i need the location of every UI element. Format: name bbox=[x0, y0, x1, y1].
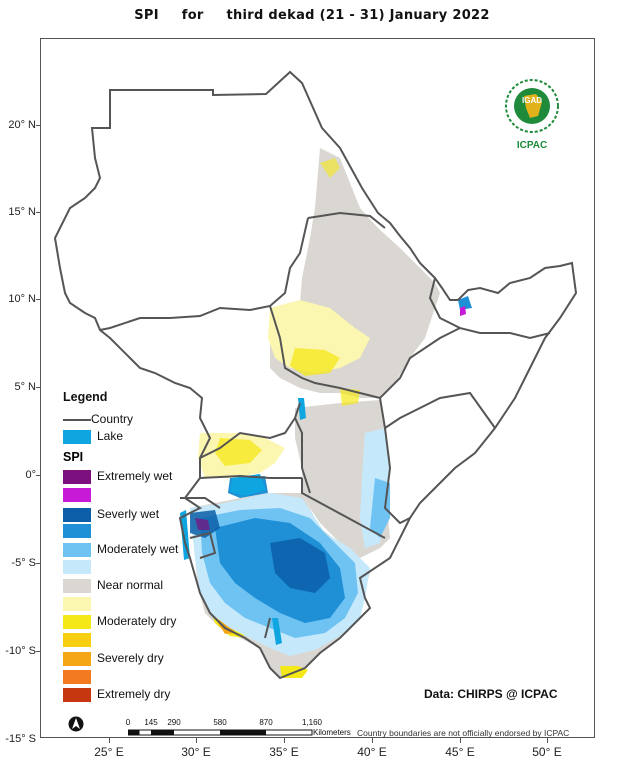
lon-label-30e: 30° E bbox=[181, 745, 211, 759]
swatch-slightly-wet bbox=[63, 560, 91, 574]
spi-map bbox=[53, 70, 578, 680]
lon-tick bbox=[372, 738, 373, 743]
lat-tick bbox=[36, 125, 41, 126]
scale-label: 145 bbox=[144, 718, 158, 727]
lat-tick bbox=[36, 651, 41, 652]
scale-label: 0 bbox=[125, 718, 131, 727]
scale-label: 580 bbox=[213, 718, 227, 727]
lat-tick bbox=[36, 212, 41, 213]
lon-tick bbox=[547, 738, 548, 743]
country-line-swatch bbox=[63, 419, 91, 421]
igad-emblem-icon bbox=[505, 79, 559, 133]
class-label: Severly wet bbox=[97, 507, 160, 521]
lat-tick bbox=[36, 563, 41, 564]
legend-title: Legend bbox=[63, 390, 108, 404]
lat-tick bbox=[36, 387, 41, 388]
class-label: Extremely wet bbox=[97, 469, 173, 483]
legend-lake-label: Lake bbox=[97, 429, 124, 443]
lat-label-15s: -15° S bbox=[5, 733, 36, 745]
title-word-3: third dekad (21 - 31) January 2022 bbox=[226, 8, 490, 23]
lat-label-10n: 10° N bbox=[8, 293, 36, 305]
lat-tick bbox=[36, 299, 41, 300]
logo-bottom-text: ICPAC bbox=[516, 140, 548, 151]
title-word-1: SPI bbox=[134, 8, 159, 23]
lon-label-45e: 45° E bbox=[445, 745, 475, 759]
lat-label-0: 0° bbox=[25, 469, 36, 481]
class-label: Severely dry bbox=[97, 651, 164, 665]
data-credit: Data: CHIRPS @ ICPAC bbox=[424, 687, 558, 701]
swatch-dry bbox=[63, 633, 91, 647]
lat-label-20n: 20° N bbox=[8, 119, 36, 131]
lat-label-5n: 5° N bbox=[14, 381, 36, 393]
swatch-moderately-dry bbox=[63, 615, 91, 629]
igad-icpac-logo: IGAD ICPAC bbox=[500, 76, 564, 152]
swatch-moderately-wet bbox=[63, 543, 91, 557]
swatch-near-normal bbox=[63, 579, 91, 593]
title-word-2: for bbox=[181, 8, 204, 23]
north-arrow-icon bbox=[68, 716, 84, 732]
swatch-wet bbox=[63, 524, 91, 538]
lon-tick bbox=[284, 738, 285, 743]
class-label: Near normal bbox=[97, 578, 164, 592]
lon-label-25e: 25° E bbox=[94, 745, 124, 759]
lat-label-10s: -10° S bbox=[5, 645, 36, 657]
lake-victoria bbox=[230, 474, 266, 496]
scale-label: 870 bbox=[259, 718, 273, 727]
lat-tick bbox=[36, 475, 41, 476]
swatch-extremely-dry bbox=[63, 688, 91, 702]
lon-label-35e: 35° E bbox=[269, 745, 299, 759]
swatch-very-wet bbox=[63, 488, 91, 502]
lon-label-40e: 40° E bbox=[357, 745, 387, 759]
swatch-severely-dry bbox=[63, 652, 91, 666]
class-label: Moderately dry bbox=[97, 614, 177, 628]
lon-tick bbox=[196, 738, 197, 743]
lake-swatch bbox=[63, 430, 91, 444]
swatch-slightly-dry bbox=[63, 597, 91, 611]
map-title: SPI for third dekad (21 - 31) January 20… bbox=[0, 8, 624, 23]
logo-top-text: IGAD bbox=[522, 96, 542, 105]
scale-bar-graphic bbox=[128, 729, 313, 736]
wet-areas bbox=[190, 428, 390, 656]
lake-malawi bbox=[272, 618, 282, 645]
scale-label: 1,160 bbox=[301, 718, 323, 727]
class-label: Extremely dry bbox=[97, 687, 171, 701]
scale-label: 290 bbox=[167, 718, 181, 727]
swatch-very-dry bbox=[63, 670, 91, 684]
legend-country-label: Country bbox=[91, 412, 134, 426]
swatch-extremely-wet bbox=[63, 470, 91, 484]
lon-tick bbox=[460, 738, 461, 743]
swatch-severely-wet bbox=[63, 508, 91, 522]
legend-spi-title: SPI bbox=[63, 450, 84, 464]
disclaimer: Country boundaries are not officially en… bbox=[357, 728, 570, 738]
lon-label-50e: 50° E bbox=[532, 745, 562, 759]
map-frame bbox=[40, 38, 595, 738]
country-boundaries bbox=[53, 70, 578, 680]
legend: Legend bbox=[63, 390, 107, 404]
lon-tick bbox=[109, 738, 110, 743]
lat-label-5s: -5° S bbox=[11, 557, 36, 569]
class-label: Moderately wet bbox=[97, 542, 179, 556]
lat-label-15n: 15° N bbox=[8, 206, 36, 218]
scale-unit: Kilometers bbox=[313, 728, 351, 737]
